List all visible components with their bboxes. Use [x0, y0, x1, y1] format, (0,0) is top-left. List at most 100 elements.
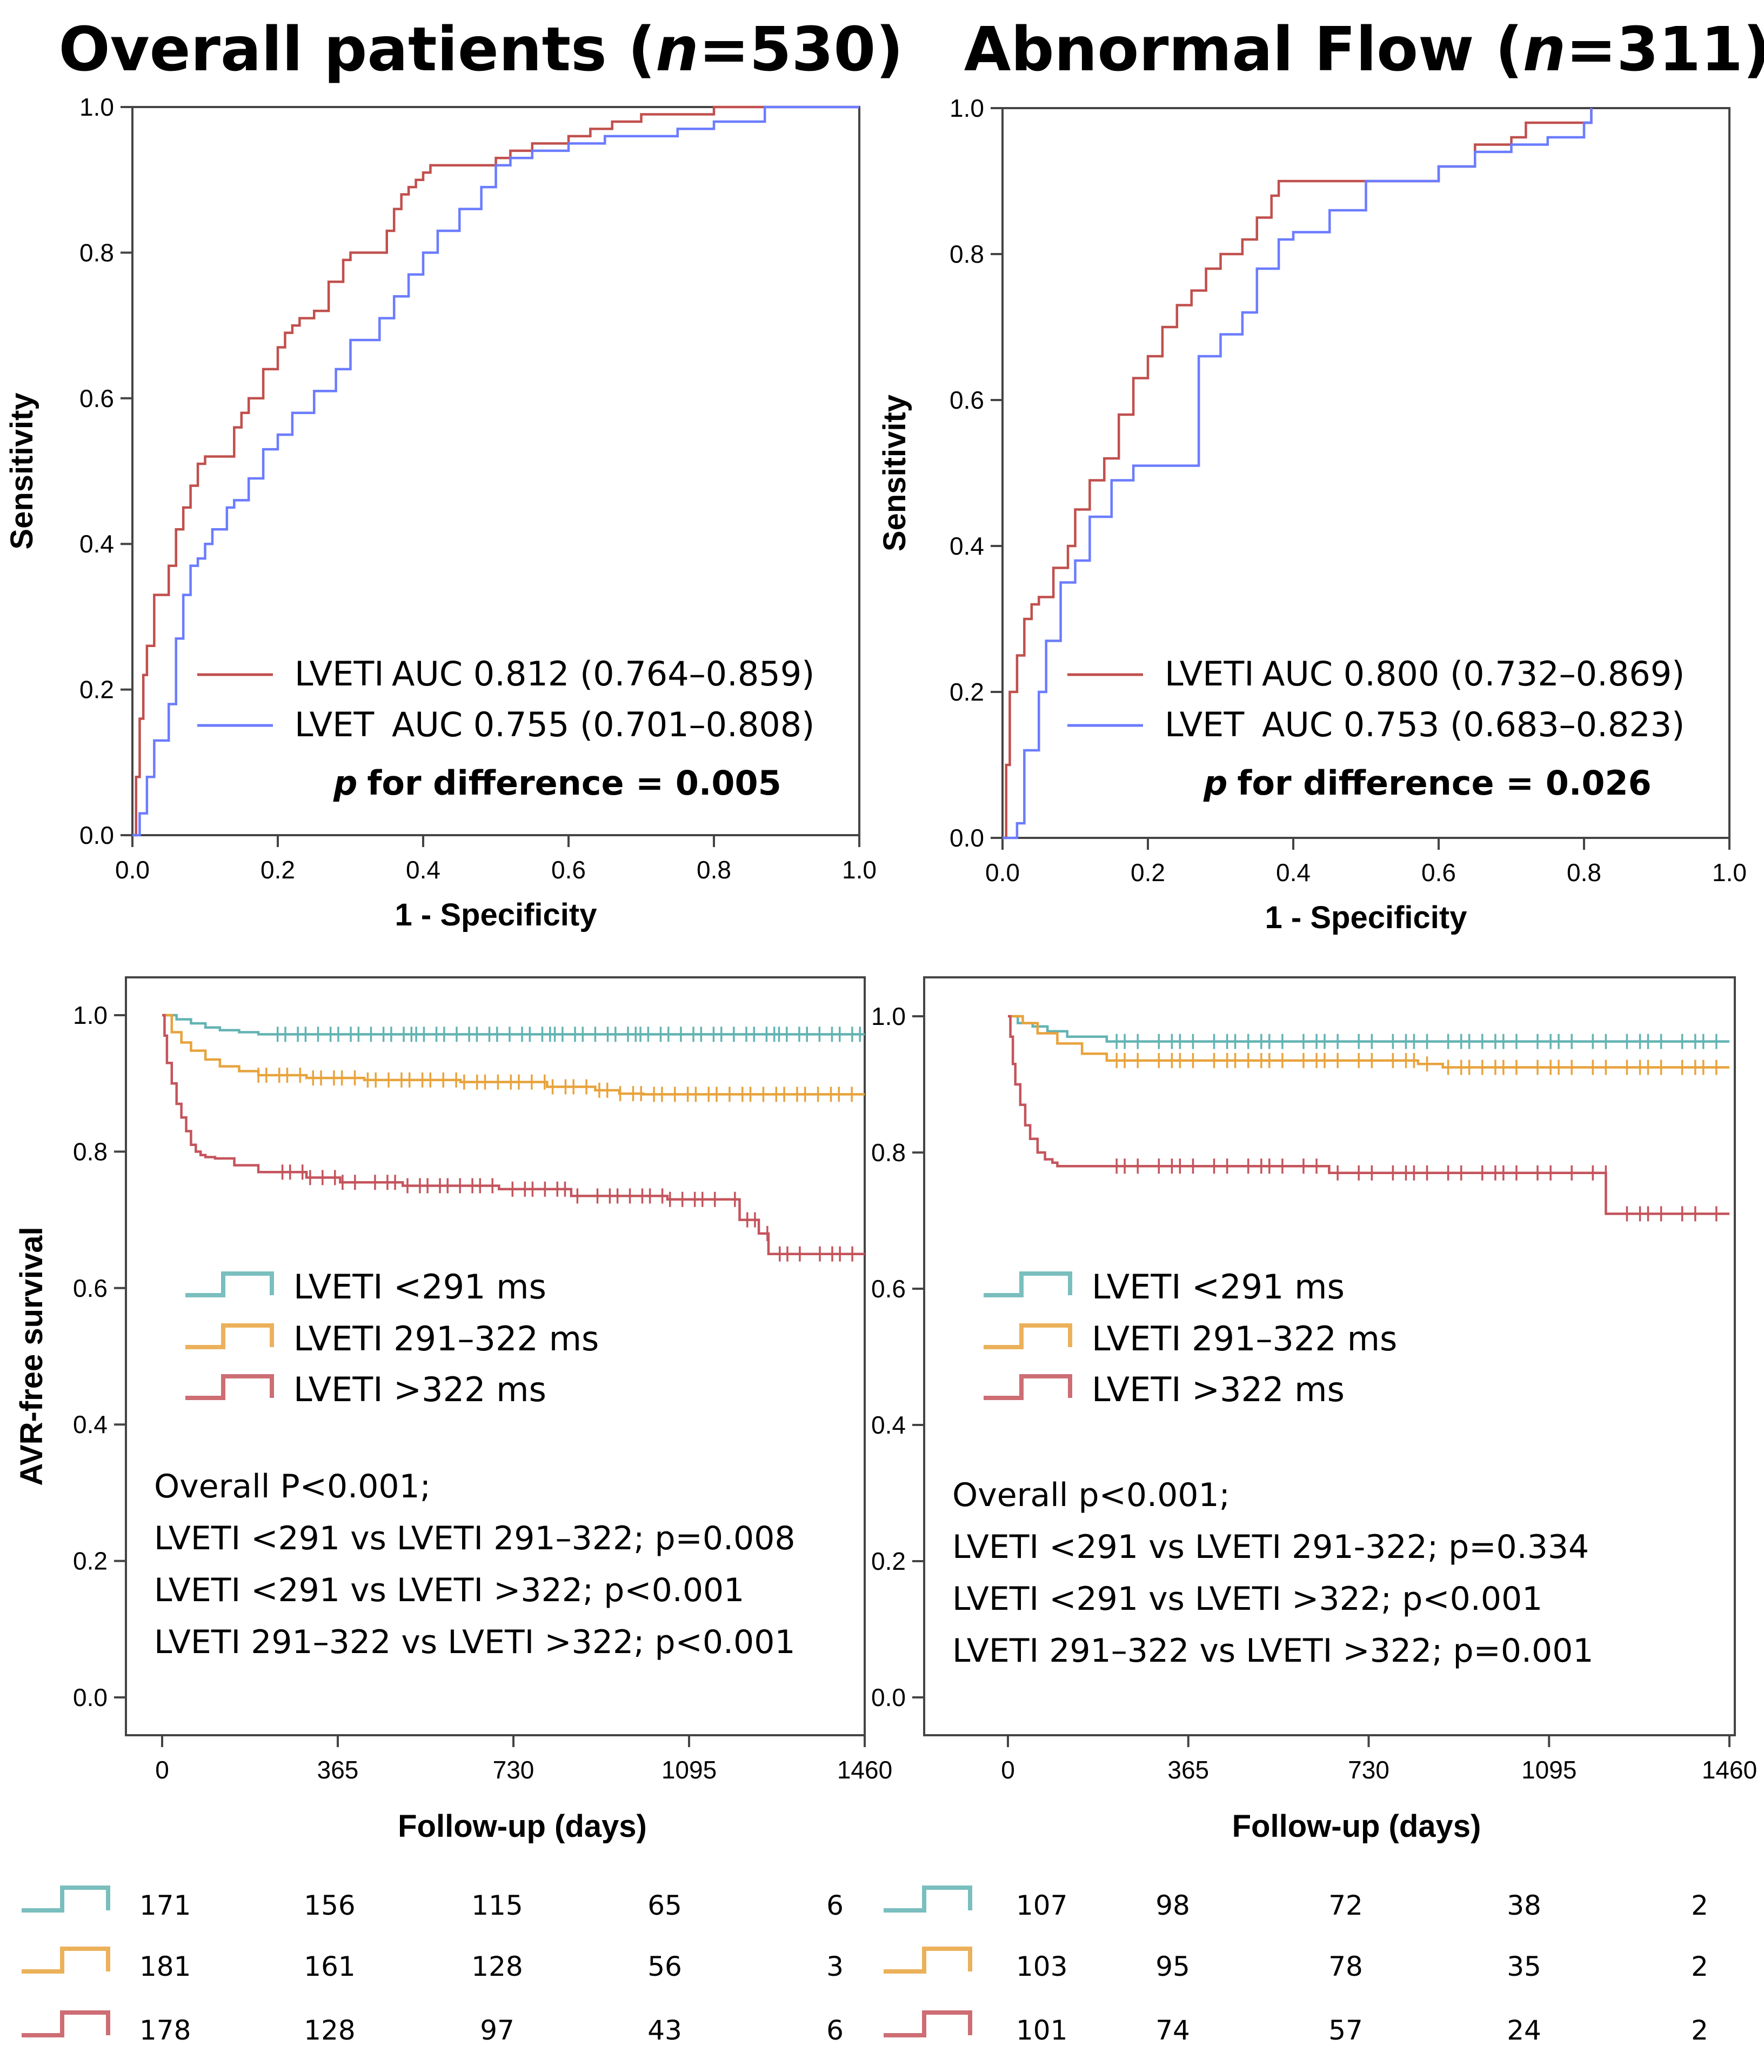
legend-step-icon — [185, 1323, 274, 1349]
y-tick-label: 0.2 — [950, 678, 984, 706]
p-annotation: p for difference = 0.005 — [333, 763, 781, 803]
chart-title-post: =311) — [1566, 15, 1764, 85]
legend-name: LVETI — [1165, 654, 1254, 694]
risk-number: 97 — [480, 2015, 514, 2046]
x-tick-label: 0.6 — [551, 856, 586, 884]
risk-number: 156 — [304, 1890, 355, 1921]
risk-group-icon — [884, 2010, 972, 2037]
x-tick-label: 0.8 — [1567, 858, 1601, 887]
risk-group-icon — [884, 1886, 972, 1913]
x-tick-label: 1.0 — [1712, 858, 1747, 887]
x-tick-label: 0.0 — [985, 858, 1020, 887]
risk-number: 57 — [1328, 2015, 1363, 2046]
x-tick-label: 0.6 — [1421, 858, 1456, 887]
risk-number: 178 — [139, 2015, 191, 2046]
y-tick-label: 0.6 — [73, 1274, 108, 1302]
risk-number: 72 — [1328, 1890, 1363, 1921]
legend-step-icon — [185, 1271, 274, 1297]
risk-number: 161 — [304, 1951, 355, 1982]
legend-label: LVETI >322 ms — [293, 1370, 546, 1409]
risk-number: 24 — [1507, 2015, 1541, 2046]
stats-line: Overall P<0.001; — [154, 1468, 431, 1505]
x-tick-label: 0.4 — [1276, 858, 1311, 887]
y-tick-label: 0.6 — [950, 386, 984, 414]
chart-title-pre: Overall patients ( — [58, 15, 656, 85]
chart-roc_overall: Overall patients (n=530) 0.0 0.2 0.4 0.6 0.8 1… — [4, 15, 904, 932]
x-tick-label: 730 — [1348, 1756, 1389, 1784]
risk-number: 2 — [1691, 1951, 1708, 1982]
chart-title-post: =530) — [699, 15, 904, 85]
series-line-orange — [162, 1014, 865, 1096]
x-tick-label: 0.4 — [406, 856, 440, 884]
series-line-blue — [132, 105, 859, 837]
plot-frame — [1001, 107, 1730, 839]
y-tick-label: 0.6 — [79, 384, 114, 412]
risk-number: 35 — [1507, 1951, 1541, 1982]
y-tick-label: 0.8 — [73, 1137, 108, 1165]
chart-roc_abnormal: Abnormal Flow (n=311) 0.0 0.2 0.4 0.6 0.8 1.0 0… — [877, 15, 1764, 935]
legend-label: LVETI 291–322 ms — [1092, 1319, 1397, 1358]
risk-number: 103 — [1016, 1951, 1067, 1982]
risk-number: 3 — [826, 1951, 844, 1982]
y-tick-label: 0.2 — [73, 1547, 108, 1575]
y-tick-label: 0.8 — [871, 1138, 906, 1167]
plot-frame — [125, 976, 866, 1736]
plot-frame — [131, 106, 860, 836]
risk-number: 43 — [647, 2015, 682, 2046]
x-tick-label: 365 — [1167, 1756, 1209, 1784]
chart-km_overall: 0 365 730 1095 14600.00.20.40.60.81.0Follow-… — [14, 976, 892, 2046]
x-tick-label: 365 — [317, 1756, 359, 1784]
stats-line: Overall p<0.001; — [952, 1476, 1230, 1514]
p-italic: p — [333, 763, 357, 803]
risk-number: 181 — [139, 1951, 191, 1982]
x-axis-label: 1 - Specificity — [1265, 900, 1467, 935]
series-line-orange — [1008, 1015, 1729, 1069]
y-tick-label: 1.0 — [73, 1001, 108, 1029]
y-tick-label: 0.2 — [871, 1547, 906, 1575]
risk-number: 101 — [1016, 2015, 1067, 2046]
chart-title-n: n — [1523, 15, 1566, 85]
y-tick-label: 0.0 — [79, 821, 114, 849]
risk-group-icon — [22, 1947, 110, 1974]
risk-number: 98 — [1155, 1890, 1190, 1921]
risk-number: 95 — [1155, 1951, 1190, 1982]
risk-number: 2 — [1691, 1890, 1708, 1921]
x-tick-label: 0 — [1001, 1756, 1015, 1784]
y-axis-label: Sensitivity — [4, 392, 39, 549]
series-line-blue — [1003, 108, 1593, 840]
y-tick-label: 0.0 — [950, 824, 984, 852]
y-tick-label: 1.0 — [79, 93, 114, 121]
risk-number: 78 — [1328, 1951, 1363, 1982]
legend-step-icon — [984, 1323, 1072, 1349]
y-tick-label: 0.6 — [871, 1275, 906, 1303]
risk-number: 2 — [1691, 2015, 1708, 2046]
x-tick-label: 730 — [493, 1756, 534, 1784]
y-tick-label: 0.8 — [950, 240, 984, 268]
chart-title-pre: Abnormal Flow ( — [964, 15, 1523, 85]
legend-step-icon — [984, 1271, 1072, 1297]
x-tick-label: 0 — [155, 1756, 169, 1784]
legend-label: LVETI <291 ms — [1092, 1267, 1345, 1307]
risk-group-icon — [884, 1947, 972, 1974]
risk-group-icon — [22, 1886, 110, 1913]
p-rest: for difference = 0.026 — [1237, 763, 1651, 803]
chart-title-n: n — [656, 15, 699, 85]
y-tick-label: 1.0 — [950, 94, 984, 122]
legend-auc: AUC 0.812 (0.764–0.859) — [392, 654, 814, 694]
chart-title: Abnormal Flow (n=311) — [964, 15, 1764, 85]
stats-line: LVETI 291–322 vs LVETI >322; p=0.001 — [952, 1632, 1594, 1670]
risk-group-icon — [22, 2010, 110, 2037]
x-tick-label: 1460 — [1702, 1756, 1757, 1784]
p-italic: p — [1203, 763, 1227, 803]
risk-number: 128 — [304, 2015, 355, 2046]
risk-number: 65 — [647, 1890, 682, 1921]
risk-number: 171 — [139, 1890, 191, 1921]
risk-number: 56 — [647, 1951, 682, 1982]
x-axis-label: 1 - Specificity — [395, 897, 597, 932]
stats-line: LVETI 291–322 vs LVETI >322; p<0.001 — [154, 1623, 796, 1661]
x-tick-label: 1095 — [1521, 1756, 1576, 1784]
legend-auc: AUC 0.800 (0.732–0.869) — [1262, 654, 1685, 694]
risk-number: 38 — [1507, 1890, 1541, 1921]
